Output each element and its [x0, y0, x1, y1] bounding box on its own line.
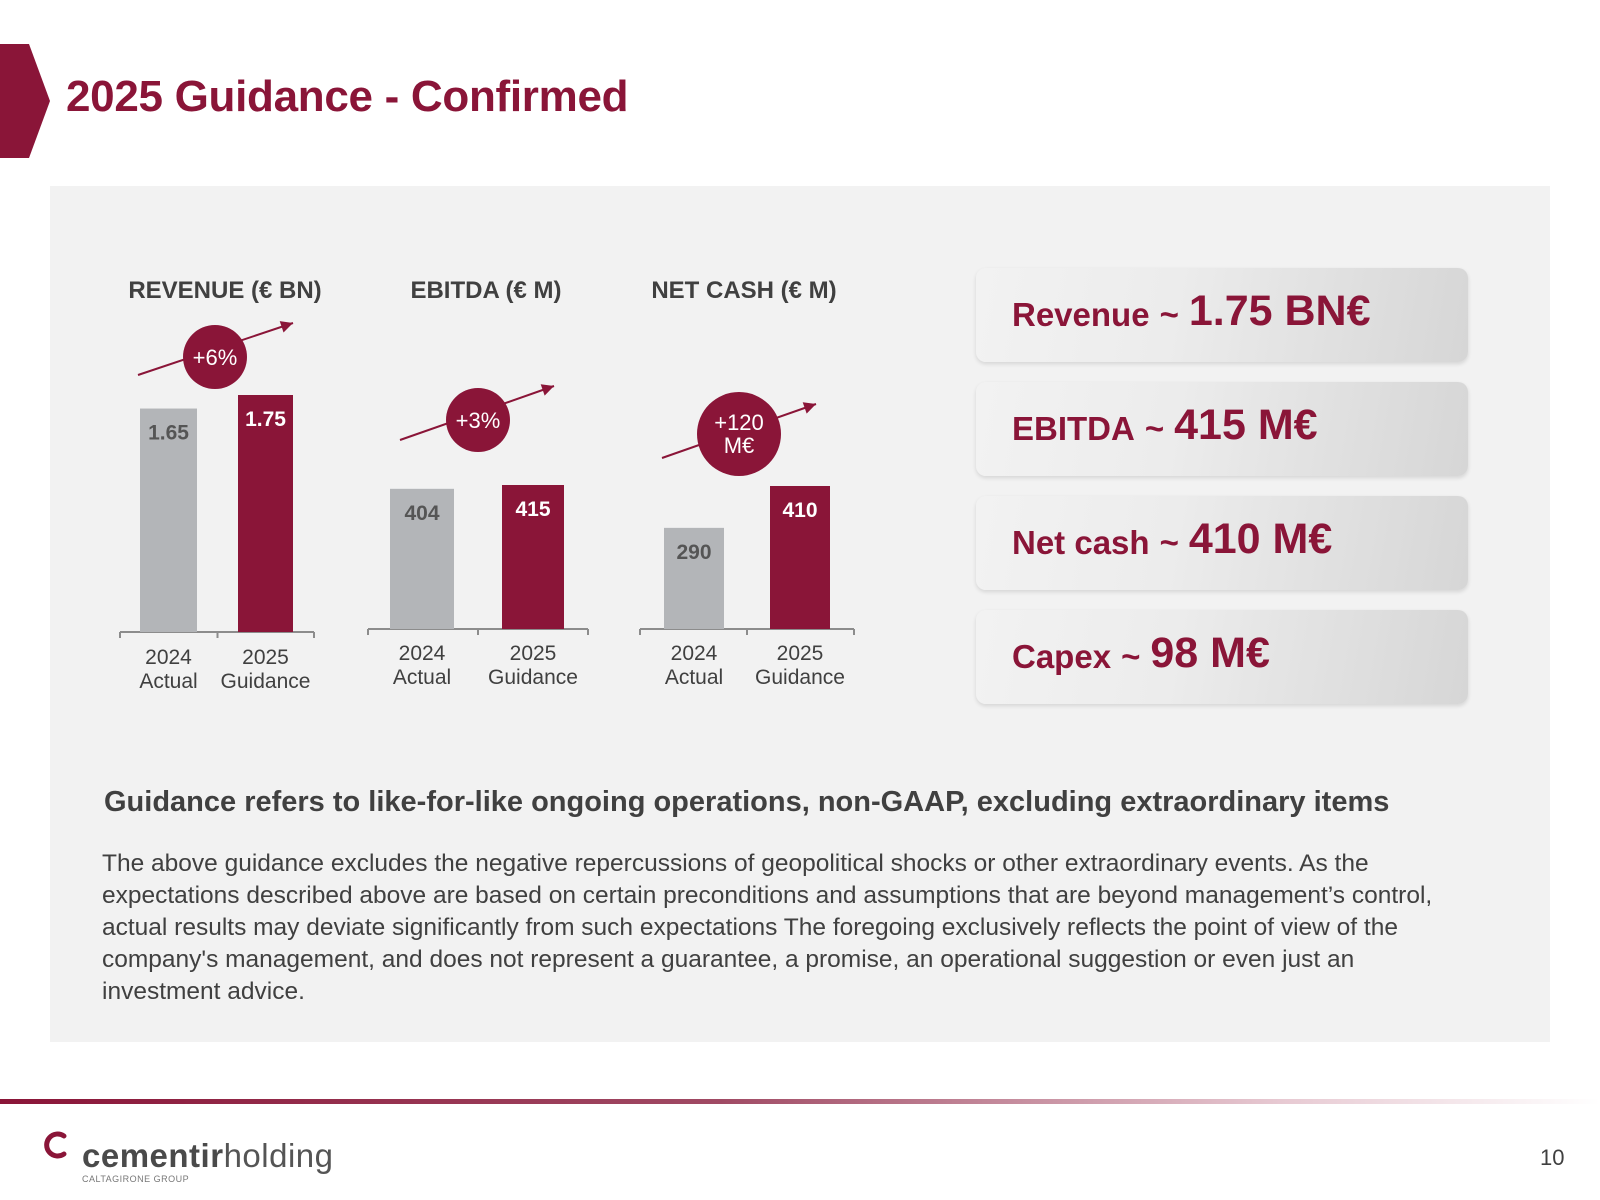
- kpi-label: Net cash: [1012, 524, 1150, 561]
- disclaimer-text: The above guidance excludes the negative…: [102, 850, 1433, 1005]
- growth-label: +6%: [193, 345, 238, 370]
- kpi-ebitda: EBITDA ~ 415 M€: [976, 382, 1468, 476]
- bar-guidance: [770, 486, 830, 629]
- charts-area: REVENUE (€ BN)1.652024Actual1.752025Guid…: [119, 277, 855, 693]
- growth-label: +3%: [456, 408, 501, 433]
- kpi-value: 98 M€: [1150, 628, 1270, 677]
- category-label-year: 2025: [242, 646, 289, 669]
- kpi-tilde: ~: [1159, 296, 1179, 333]
- company-logo-icon: [44, 1131, 67, 1159]
- bar-value-label: 1.75: [245, 408, 286, 431]
- bar-value-label: 1.65: [148, 422, 189, 445]
- chart-title: REVENUE (€ BN): [128, 277, 321, 304]
- bar-guidance: [502, 485, 564, 629]
- kpi-label: Revenue: [1012, 296, 1150, 333]
- growth-label: M€: [724, 433, 755, 458]
- bar-value-label: 415: [515, 498, 550, 521]
- bar-actual: [664, 527, 724, 629]
- bar-guidance: [238, 395, 293, 632]
- content-panel: REVENUE (€ BN) 1.65 2024 Actual 1.75 2025 Guid…: [50, 186, 1550, 1042]
- kpi-tilde: ~: [1121, 638, 1141, 675]
- logo-subtitle: CALTAGIRONE GROUP: [82, 1174, 190, 1184]
- kpi-tilde: ~: [1144, 410, 1165, 447]
- logo-main: cementir: [82, 1137, 224, 1174]
- category-label-year: 2024: [671, 642, 718, 665]
- category-label-year: 2024: [145, 646, 192, 669]
- growth-arrow-icon: [540, 384, 554, 396]
- logo-rest: holding: [223, 1137, 334, 1174]
- bar-actual: [390, 488, 454, 629]
- growth-badge: [697, 392, 781, 476]
- bar-value-label: 290: [676, 541, 711, 564]
- growth-arrow-icon: [802, 402, 816, 414]
- footer-divider: [0, 1099, 1600, 1104]
- bar-value-label: 410: [782, 499, 817, 522]
- kpi-value: 415 M€: [1174, 400, 1318, 449]
- page-number: 10: [1540, 1145, 1565, 1170]
- bar-value-label: 404: [404, 502, 439, 525]
- category-label-type: Actual: [139, 670, 197, 693]
- category-label-year: 2024: [399, 642, 446, 665]
- kpi-capex: Capex ~ 98 M€: [976, 610, 1468, 704]
- kpi-value: 410 M€: [1188, 514, 1333, 563]
- category-label-type: Actual: [393, 666, 451, 689]
- chart-title: EBITDA (€ M): [410, 277, 561, 304]
- category-label-type: Actual: [665, 666, 723, 689]
- guidance-note: Guidance refers to like-for-like ongoing…: [104, 786, 1390, 818]
- title-marker: [0, 44, 50, 158]
- category-label-year: 2025: [510, 642, 557, 665]
- growth-badge: [446, 388, 510, 452]
- bar-actual: [140, 408, 197, 632]
- chart-title: NET CASH (€ M): [651, 277, 836, 304]
- category-label-type: Guidance: [488, 666, 578, 689]
- growth-arrow-icon: [279, 321, 293, 333]
- growth-badge: [183, 325, 247, 389]
- kpi-net-cash: Net cash ~ 410 M€: [976, 496, 1468, 590]
- kpi-label: EBITDA: [1012, 410, 1135, 447]
- growth-label: +120: [714, 410, 764, 435]
- category-label-type: Guidance: [221, 670, 311, 693]
- company-logo-text: cementirholding: [82, 1137, 334, 1175]
- page-title: 2025 Guidance - Confirmed: [66, 72, 629, 121]
- kpi-label: Capex: [1012, 638, 1112, 675]
- category-label-year: 2025: [777, 642, 824, 665]
- kpi-revenue: Revenue ~ 1.75 BN€: [976, 268, 1468, 362]
- category-label-type: Guidance: [755, 666, 845, 689]
- kpi-tilde: ~: [1159, 524, 1179, 561]
- kpi-value: 1.75 BN€: [1188, 286, 1371, 335]
